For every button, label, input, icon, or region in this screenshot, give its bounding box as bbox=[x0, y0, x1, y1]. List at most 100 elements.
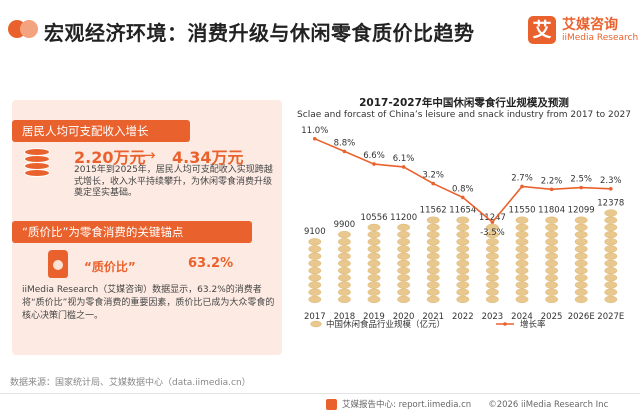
bar-chip bbox=[545, 281, 559, 289]
bar-chip bbox=[426, 231, 440, 239]
bar-chip bbox=[308, 259, 322, 268]
bar-chip bbox=[426, 259, 440, 268]
growth-rate-point bbox=[372, 162, 376, 166]
growth-rate-point bbox=[313, 136, 317, 141]
bar-chip bbox=[426, 216, 440, 224]
growth-rate-point bbox=[579, 185, 583, 190]
bar-chip bbox=[367, 288, 381, 296]
bar-chip bbox=[515, 238, 529, 246]
bar-chip bbox=[397, 259, 411, 268]
bar-chip bbox=[515, 252, 529, 260]
growth-rate-point bbox=[520, 184, 524, 189]
chart-title: 2017-2027年中国休闲零食行业规模及预测 bbox=[359, 97, 569, 109]
bar-chip bbox=[604, 281, 618, 289]
bar-chip bbox=[456, 245, 470, 253]
income-2025-value: 4.34万元 bbox=[172, 148, 244, 167]
bar-chip bbox=[545, 231, 559, 239]
bar-chip bbox=[456, 231, 470, 239]
legend-line-marker bbox=[503, 322, 507, 326]
title-dot-light-icon bbox=[20, 20, 38, 38]
bar-chip bbox=[308, 288, 322, 296]
bar-chip bbox=[604, 245, 618, 253]
bar-chip bbox=[367, 267, 381, 275]
bar-chip bbox=[397, 295, 411, 304]
bar-chip bbox=[574, 288, 588, 296]
bar-2021 bbox=[426, 216, 440, 304]
bar-chip bbox=[338, 252, 351, 260]
bar-chip bbox=[308, 274, 322, 282]
bar-2025 bbox=[545, 216, 559, 304]
bar-chip bbox=[574, 259, 588, 268]
x-tick-label: 2020 bbox=[393, 312, 415, 322]
bar-chip bbox=[515, 274, 529, 282]
bar-chip bbox=[338, 245, 351, 253]
bar-chip bbox=[485, 252, 499, 260]
bar-chip bbox=[456, 274, 470, 282]
bar-chip bbox=[485, 288, 499, 296]
bar-chip bbox=[426, 252, 440, 260]
bar-chip bbox=[397, 274, 411, 282]
income-description: 2015年到2025年，居民人均可支配收入实现跨越式增长，收入水平持续攀升，为休… bbox=[74, 165, 273, 198]
bar-chip bbox=[397, 252, 411, 260]
x-tick-label: 2026E bbox=[568, 312, 595, 322]
bar-chip bbox=[485, 223, 499, 232]
bar-2019 bbox=[367, 223, 381, 304]
bar-chip bbox=[456, 223, 470, 232]
growth-rate-label: 6.1% bbox=[393, 154, 415, 164]
bar-chip bbox=[308, 245, 322, 253]
legend-bar-label: 中国休闲食品行业规模（亿元） bbox=[326, 319, 445, 330]
bar-chip bbox=[574, 252, 588, 260]
bar-chip bbox=[397, 223, 411, 232]
bar-chip bbox=[367, 245, 381, 253]
bar-chip bbox=[397, 238, 411, 246]
bar-chip bbox=[308, 238, 322, 246]
bar-chip bbox=[397, 281, 411, 289]
bar-chip bbox=[367, 281, 381, 289]
bar-chip bbox=[485, 245, 499, 253]
bar-chip bbox=[338, 288, 351, 296]
bar-chip bbox=[545, 238, 559, 246]
bar-chip bbox=[604, 252, 618, 260]
x-tick-label: 2025 bbox=[541, 312, 563, 322]
footer-text: 艾媒报告中心: report.iimedia.cn ©2026 iiMedia … bbox=[342, 400, 609, 410]
bar-chip bbox=[604, 267, 618, 275]
growth-rate-point bbox=[342, 149, 347, 154]
growth-rate-label: 2.5% bbox=[570, 175, 592, 185]
bar-value-label: 12099 bbox=[568, 206, 595, 216]
bar-chip bbox=[308, 267, 322, 275]
bar-chip bbox=[367, 223, 381, 232]
bar-chip bbox=[574, 245, 588, 253]
bar-chip bbox=[545, 288, 559, 296]
legend-line-label: 增长率 bbox=[520, 319, 546, 330]
x-tick-label: 2022 bbox=[452, 312, 474, 322]
bar-chip bbox=[456, 267, 470, 275]
bar-chip bbox=[545, 252, 559, 260]
bar-chip bbox=[485, 238, 499, 246]
bar-chip bbox=[545, 274, 559, 282]
bar-chip bbox=[426, 267, 440, 275]
bar-chip bbox=[545, 267, 559, 275]
bar-chip bbox=[367, 231, 381, 239]
growth-rate-point bbox=[401, 165, 406, 169]
logo-brand-cn: 艾媒咨询 bbox=[562, 17, 618, 33]
bar-chip bbox=[485, 274, 499, 282]
quality-price-description: iiMedia Research（艾媒咨询）数据显示，63.2%的消费者将“质价… bbox=[22, 285, 275, 321]
bar-chip bbox=[338, 267, 351, 275]
bar-chip bbox=[515, 259, 529, 268]
growth-rate-point bbox=[490, 220, 495, 224]
bar-chip bbox=[604, 223, 618, 232]
growth-rate-label: 2.3% bbox=[600, 176, 622, 186]
quality-price-label: “质价比” bbox=[84, 260, 136, 274]
bar-chip bbox=[574, 231, 588, 239]
value-heading: “质价比”为零食消费的关键锚点 bbox=[12, 221, 252, 243]
growth-rate-point bbox=[609, 186, 613, 191]
bar-chip bbox=[426, 281, 440, 289]
bar-value-label: 11200 bbox=[390, 213, 417, 223]
bar-chip bbox=[426, 223, 440, 232]
data-source: 数据来源：国家统计局、艾媒数据中心（data.iimedia.cn） bbox=[10, 378, 251, 388]
quality-price-percent: 63.2% bbox=[188, 256, 234, 271]
bar-chip bbox=[545, 245, 559, 253]
bar-chip bbox=[515, 216, 529, 224]
income-2015-value: 2.20万元 bbox=[74, 148, 146, 167]
